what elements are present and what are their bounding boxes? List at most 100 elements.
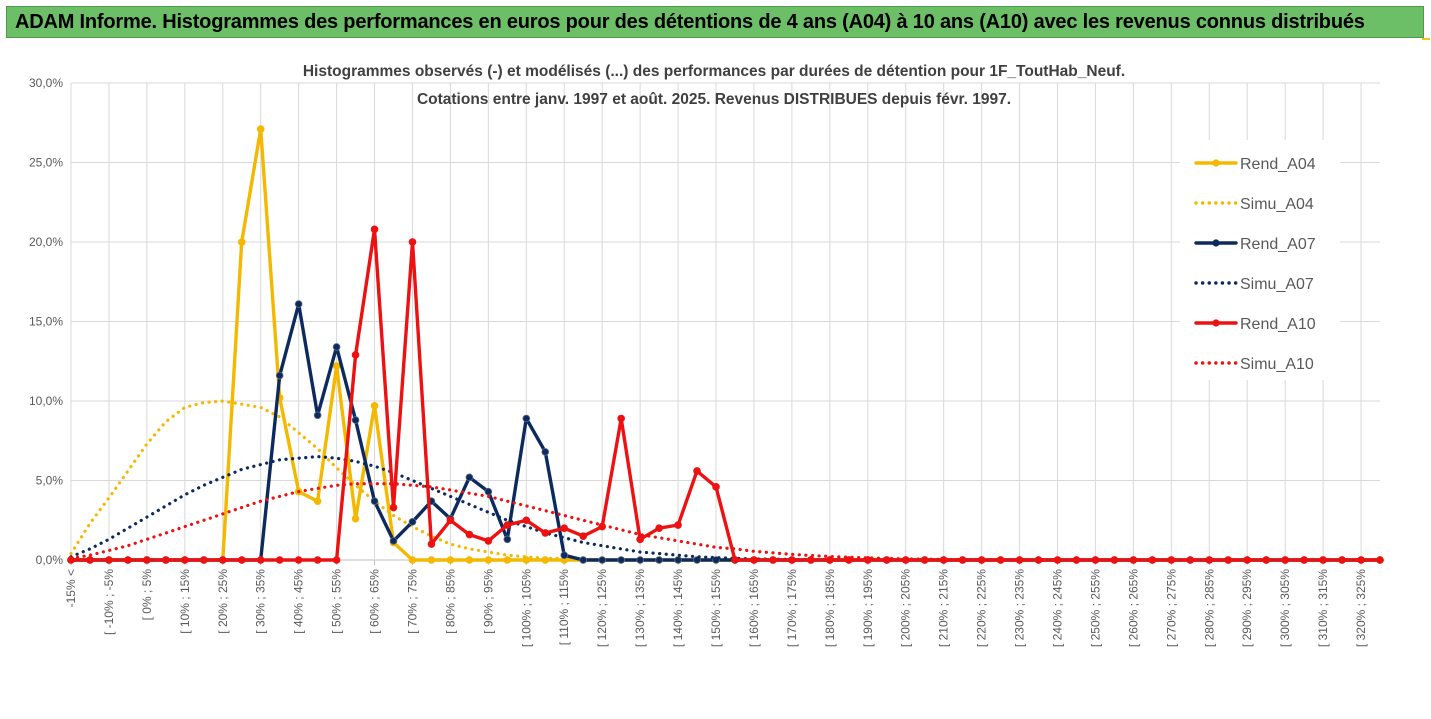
x-tick-label: [ 90% ; 95% [481,569,495,634]
y-tick-label: 0,0% [36,553,64,567]
legend-background [1180,140,1340,380]
legend-label-Rend_A10: Rend_A10 [1240,316,1316,333]
data-point-Rend_A10 [484,537,493,545]
data-point-Rend_A10 [389,503,398,512]
data-point-Rend_A04 [351,514,360,523]
x-tick-label: [ 180% ; 185% [823,569,837,647]
data-point-Rend_A10 [560,524,569,532]
series [67,125,1384,564]
legend-marker-Rend_A07 [1212,239,1220,247]
data-point-Rend_A10 [693,467,701,475]
axes: 0,0% 5,0% 10,0% 15,0% 20,0% 25,0% 30,0% -15% < [… [29,76,1368,647]
legend-label-Simu_A10: Simu_A10 [1240,356,1314,373]
data-point-Rend_A04 [332,362,341,370]
x-tick-label: [ 110% ; 115% [557,569,571,646]
data-point-Rend_A07 [275,371,284,380]
data-point-Rend_A10 [181,556,189,564]
legend-marker-Rend_A04 [1212,159,1220,167]
data-point-Rend_A07 [370,497,379,505]
data-point-Rend_A10 [370,225,379,234]
x-tick-label: [ 270% ; 275% [1164,569,1178,647]
x-tick-label: [ 220% ; 225% [975,569,989,647]
x-tick-label: [ 170% ; 175% [785,569,799,647]
data-point-Rend_A07 [313,411,322,420]
y-tick-label: 30,0% [29,76,63,90]
data-point-Rend_A10 [636,535,644,544]
x-tick-label: [ 30% ; 35% [254,569,268,634]
x-tick-label: [ 300% ; 305% [1278,569,1292,647]
data-point-Rend_A04 [522,556,531,564]
x-tick-label: [ 320% ; 325% [1354,569,1368,647]
data-point-Rend_A10 [86,556,94,564]
data-point-Rend_A10 [275,556,284,564]
data-point-Rend_A10 [674,521,682,529]
data-point-Rend_A10 [332,556,341,564]
data-point-Rend_A04 [237,238,246,246]
legend: Rend_A04 Simu_A04 Rend_A07 Simu_A07 Rend_A10… [1194,156,1316,373]
legend-label-Rend_A04: Rend_A04 [1240,156,1316,173]
data-point-Rend_A07 [503,535,512,544]
data-point-Rend_A10 [446,516,455,525]
data-point-Rend_A10 [313,556,322,564]
x-tick-label: [ 250% ; 255% [1088,569,1102,647]
data-point-Rend_A10 [788,556,796,564]
chart-title-line1: Histogrammes observés (-) et modélisés (… [303,63,1125,80]
data-point-Rend_A07 [465,473,474,482]
x-tick-label: [ 10% ; 15% [178,569,192,634]
data-point-Rend_A10 [579,532,588,540]
x-tick-label: [ 50% ; 55% [330,569,344,634]
data-point-Rend_A10 [807,556,815,564]
x-tick-label: [ 240% ; 245% [1050,569,1064,647]
chart-title-line2: Cotations entre janv. 1997 et août. 2025… [417,91,1011,108]
x-tick-label: [ 210% ; 215% [937,569,951,647]
data-point-Rend_A10 [162,556,170,564]
data-point-Rend_A10 [731,556,739,564]
data-point-Rend_A07 [617,556,625,564]
x-tick-label: [ 260% ; 265% [1126,569,1140,647]
data-point-Rend_A10 [408,238,417,246]
data-point-Rend_A07 [484,487,493,496]
data-point-Rend_A10 [351,351,360,359]
x-tick-label: [ 310% ; 315% [1316,569,1330,647]
data-point-Rend_A10 [199,556,208,564]
y-tick-label: 25,0% [29,156,63,170]
data-point-Rend_A10 [503,521,512,529]
data-point-Rend_A10 [845,556,853,564]
banner: ADAM Informe. Histogrammes des performan… [6,6,1424,38]
data-point-Rend_A04 [446,556,455,564]
x-tick-label: -15% < [64,569,78,607]
data-point-Rend_A07 [408,518,417,526]
y-tick-label: 5,0% [36,474,64,488]
data-point-Rend_A07 [674,556,682,564]
legend-label-Simu_A04: Simu_A04 [1240,196,1314,213]
x-tick-label: [ 280% ; 285% [1202,569,1216,647]
y-tick-label: 10,0% [29,394,63,408]
x-tick-label: [ 160% ; 165% [747,569,761,647]
data-point-Rend_A04 [256,125,265,133]
data-point-Rend_A10 [143,556,151,564]
data-point-Rend_A10 [522,516,531,525]
data-point-Rend_A10 [750,556,758,564]
banner-title: ADAM Informe. Histogrammes des performan… [15,11,1365,33]
x-tick-label: [ 290% ; 295% [1240,569,1254,647]
series-line-Simu_A10 [69,482,1382,562]
data-point-Rend_A07 [541,448,550,456]
y-tick-label: 20,0% [29,235,63,249]
data-point-Rend_A07 [389,537,398,545]
series-line-Simu_A04 [69,399,1382,562]
data-point-Rend_A07 [294,300,303,308]
data-point-Rend_A07 [598,556,606,564]
x-tick-label: [ 190% ; 195% [861,569,875,647]
x-tick-label: [ 100% ; 105% [519,569,533,647]
data-point-Rend_A10 [237,556,246,564]
x-tick-label: [ 230% ; 235% [1013,569,1027,647]
data-point-Rend_A10 [218,556,227,564]
data-point-Rend_A07 [636,556,644,564]
x-tick-label: [ 60% ; 65% [368,569,382,634]
x-tick-label: [ 20% ; 25% [216,569,230,634]
x-tick-label: [ 140% ; 145% [671,569,685,647]
data-point-Rend_A07 [560,551,569,560]
data-point-Rend_A04 [484,556,493,564]
data-point-Rend_A10 [124,556,132,564]
